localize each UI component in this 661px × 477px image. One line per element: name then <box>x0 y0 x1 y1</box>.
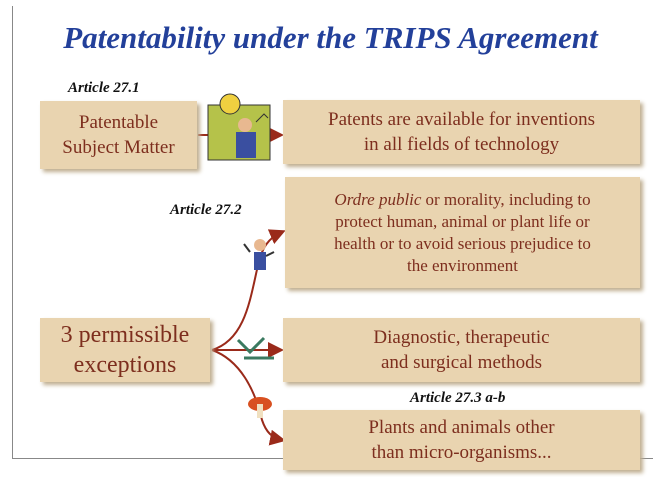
node-text: and surgical methods <box>283 350 640 375</box>
node-text: in all fields of technology <box>283 132 640 157</box>
node-text: the environment <box>285 255 640 277</box>
article-label: Article 27.2 <box>170 202 242 219</box>
icon-thinker <box>208 94 270 160</box>
article-label: Article 27.1 <box>68 80 140 97</box>
node: Diagnostic, therapeutic and surgical met… <box>283 318 640 382</box>
node-text: Diagnostic, therapeutic <box>283 325 640 350</box>
emphasis: Ordre public <box>334 190 421 209</box>
node-text: protect human, animal or plant life or <box>285 211 640 233</box>
node-text: or morality, including to <box>425 190 590 209</box>
node-text: Patents are available for inventions <box>283 107 640 132</box>
title: Patentability under the TRIPS Agreement <box>0 20 661 56</box>
icon-tools <box>238 338 274 358</box>
node-text: than micro-organisms... <box>283 440 640 465</box>
node: Patents are available for inventions in … <box>283 100 640 164</box>
node-text: Patentable <box>40 110 197 135</box>
node-text: Plants and animals other <box>283 415 640 440</box>
node: Plants and animals other than micro-orga… <box>283 410 640 470</box>
node-text: 3 permissible <box>40 320 210 350</box>
node-text: exceptions <box>40 350 210 380</box>
node: Patentable Subject Matter <box>40 101 197 169</box>
node-text: Subject Matter <box>40 135 197 160</box>
arrow <box>212 232 282 350</box>
arrow <box>212 350 282 440</box>
slide: Patentability under the TRIPS Agreement … <box>0 0 661 477</box>
node-text: health or to avoid serious prejudice to <box>285 233 640 255</box>
article-label: Article 27.3 a-b <box>410 390 505 407</box>
icon-mushroom <box>248 397 272 418</box>
node: 3 permissible exceptions <box>40 318 210 382</box>
icon-figure <box>244 239 274 270</box>
